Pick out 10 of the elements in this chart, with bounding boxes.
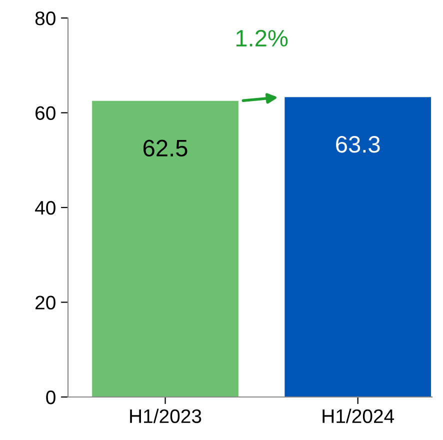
data-label: 62.5	[143, 140, 188, 157]
annotation: 1.2%	[236, 30, 288, 47]
x-tick-label: H1/2023	[130, 408, 202, 424]
data-label: 63.3	[336, 136, 380, 153]
y-tick-label: 60	[36, 106, 56, 120]
y-tick-label: 80	[35, 11, 56, 26]
y-tick-label: 40	[35, 200, 56, 215]
y-tick-label: 0	[46, 390, 56, 404]
y-tick-label: 20	[36, 296, 56, 310]
x-tick-label: H1/2024	[322, 408, 394, 424]
